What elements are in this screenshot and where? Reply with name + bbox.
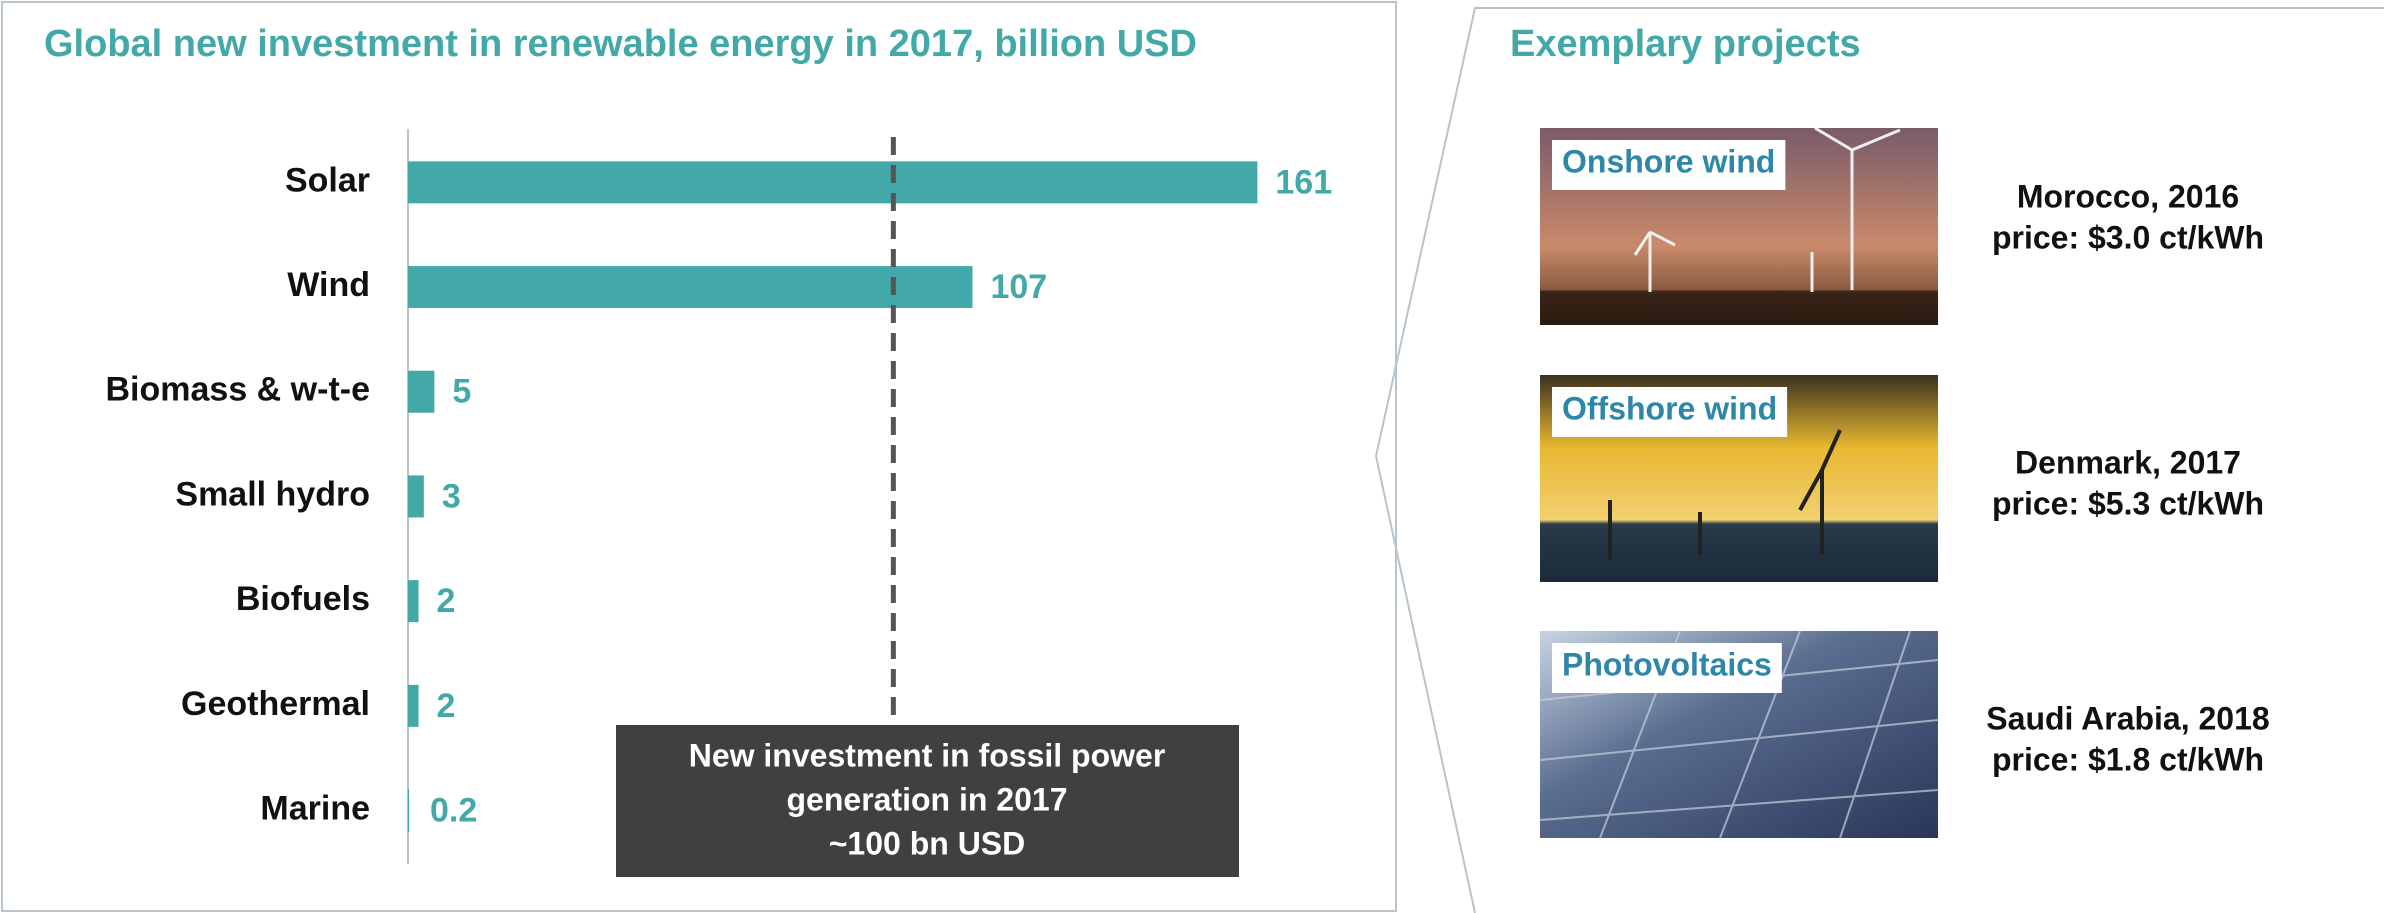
bar <box>408 475 424 518</box>
category-label: Wind <box>287 266 370 304</box>
category-label: Biofuels <box>236 580 370 618</box>
bar <box>408 580 419 623</box>
category-label: Biomass & w-t-e <box>106 371 371 409</box>
category-label: Geothermal <box>181 685 370 723</box>
left-panel-border <box>1 1 1397 912</box>
project-label-box <box>1552 643 1782 693</box>
annotation-text: ~100 bn USD <box>829 825 1026 861</box>
project-location: Denmark, 2017 <box>2015 444 2241 480</box>
bar <box>408 161 1258 204</box>
right-panel-border <box>1374 7 2384 913</box>
project-label-box <box>1552 140 1786 190</box>
project-label: Photovoltaics <box>1562 646 1772 682</box>
project-price: price: $5.3 ct/kWh <box>1992 485 2264 521</box>
value-label: 5 <box>452 373 471 411</box>
bar <box>408 789 410 832</box>
bar <box>408 370 435 413</box>
value-label: 161 <box>1275 163 1332 201</box>
category-label: Small hydro <box>175 475 370 513</box>
annotation-text: generation in 2017 <box>787 781 1068 817</box>
value-label: 2 <box>437 582 456 620</box>
chart-title: Global new investment in renewable energ… <box>44 23 1197 65</box>
project-label-box <box>1552 387 1788 437</box>
project-label: Offshore wind <box>1562 390 1777 426</box>
project-price: price: $3.0 ct/kWh <box>1992 219 2264 255</box>
value-label: 3 <box>442 477 461 515</box>
annotation-box <box>616 725 1239 877</box>
value-label: 107 <box>990 268 1047 306</box>
category-label: Solar <box>285 161 370 199</box>
project-location: Morocco, 2016 <box>2017 178 2239 214</box>
bar <box>408 266 973 309</box>
category-label: Marine <box>260 790 370 828</box>
project-price: price: $1.8 ct/kWh <box>1992 741 2264 777</box>
project-location: Saudi Arabia, 2018 <box>1986 700 2269 736</box>
annotation-text: New investment in fossil power <box>689 737 1166 773</box>
project-label: Onshore wind <box>1562 143 1775 179</box>
bar <box>408 684 419 727</box>
value-label: 0.2 <box>430 792 477 830</box>
value-label: 2 <box>437 687 456 725</box>
panel-title: Exemplary projects <box>1510 23 1861 65</box>
projects: Onshore wind Morocco, 2016 price: $3.0 ct/… <box>1539 126 2270 839</box>
